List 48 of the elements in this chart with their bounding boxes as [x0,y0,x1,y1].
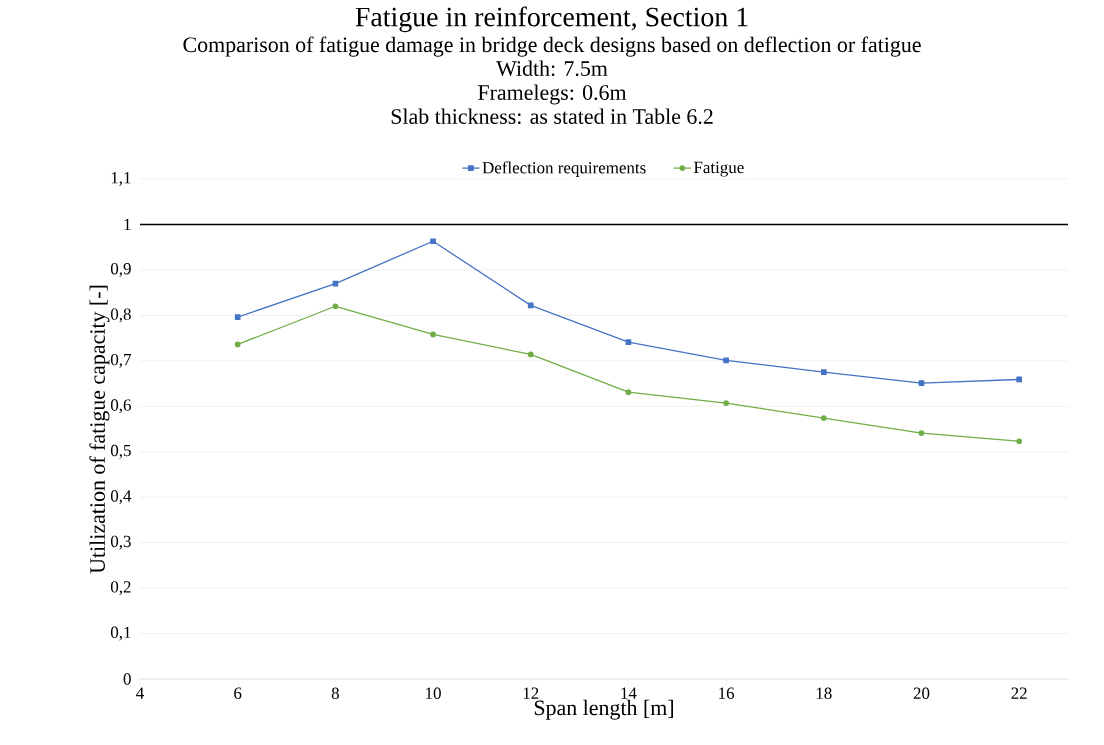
point [918,430,925,436]
text: Framelegs: 0.6m [478,84,627,105]
x-tick-label: 4 [136,687,144,699]
point [820,415,827,421]
point [625,389,632,396]
chart-title: Fatigue in reinforcement, Section 1 [355,6,748,33]
point [332,303,339,310]
y-tick-label: 0,8 [110,308,131,323]
point [234,314,241,321]
x-tick-label: 14 [621,687,637,699]
x-tick-label: 8 [331,687,339,699]
x-tick-label: 10 [426,687,441,699]
y-tick-label: 0,4 [110,490,132,505]
y-tick-label: 0,9 [110,262,131,277]
point [527,351,534,358]
point [820,369,827,376]
point [1016,376,1023,383]
x-axis-title: Span length [m] [534,699,673,720]
point [625,339,632,346]
y-tick-label: 0,1 [110,626,131,641]
legend-label: Fatigue [693,161,744,177]
text: Width: 7.5m [496,60,608,77]
y-axis-title: Utilization of fatigue capacity [-] [89,285,110,574]
y-tick-label: 0,3 [110,535,131,550]
point [1016,438,1023,445]
point [430,331,436,338]
x-tick-label: 12 [523,687,539,699]
y-tick-label: 1 [124,218,131,231]
chart-subtitle: Comparison of fatigue damage in bridge deck designs based on deflection or fatigue [183,36,921,57]
x-tick-label: 22 [1011,687,1027,699]
y-tick-label: 0,5 [110,444,131,459]
x-tick-label: 6 [234,687,242,699]
legend-label: Deflection requirements [482,161,646,177]
point [234,341,241,348]
y-tick-label: 0 [123,673,131,685]
y-tick-label: 0,6 [110,399,131,414]
y-tick-label: 1,1 [111,172,131,186]
point [918,380,925,386]
y-tick-label: 0,2 [110,581,131,596]
y-tick-label: 0,7 [110,353,131,368]
x-tick-label: 18 [816,687,832,699]
x-tick-label: 16 [719,687,735,699]
x-tick-label: 20 [913,687,930,699]
point [527,302,534,309]
point [723,357,729,364]
point [430,238,436,245]
point [723,400,729,406]
text: Slab thickness: as stated in Table 6.2 [391,108,713,125]
